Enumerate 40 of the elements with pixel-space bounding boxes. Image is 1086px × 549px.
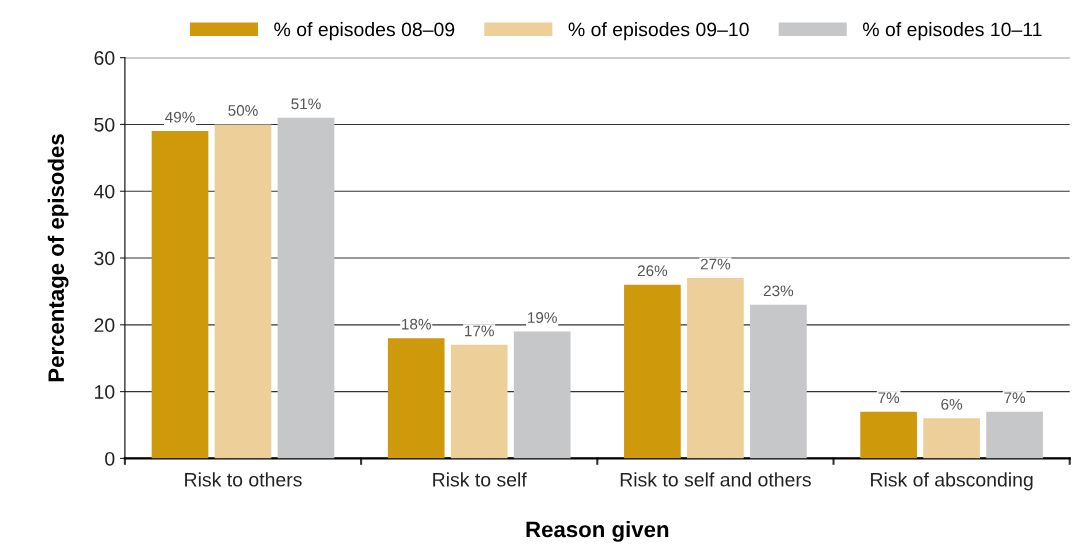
bar [860, 411, 917, 459]
data-label: 7% [1004, 392, 1026, 404]
bar [687, 278, 744, 459]
data-label: 17% [465, 325, 494, 337]
bar [923, 418, 980, 459]
data-label: 23% [763, 285, 794, 297]
data-label: 51% [291, 98, 321, 110]
y-axis-title: Percentage of episodes [47, 134, 69, 382]
bar [513, 331, 571, 459]
x-tick-label: Risk to self and others [620, 472, 811, 487]
x-tick-label: Risk to others [185, 472, 302, 487]
bar [387, 338, 445, 459]
data-label: 26% [637, 265, 668, 277]
data-label: 6% [941, 398, 963, 410]
y-tick-label: 50 [94, 117, 115, 132]
legend-label: % of episodes 09–10 [568, 22, 749, 41]
y-tick-label: 60 [94, 51, 115, 65]
data-label: 27% [700, 258, 731, 270]
legend-label: % of episodes 08–09 [274, 22, 455, 41]
data-label: 7% [878, 392, 900, 404]
data-label: 19% [528, 312, 557, 323]
y-tick-label: 30 [94, 251, 115, 266]
bar [450, 344, 508, 459]
data-label: 50% [228, 105, 258, 116]
data-label: 18% [402, 318, 431, 330]
bar [624, 284, 681, 459]
x-axis-title: Reason given [526, 520, 669, 542]
bar [214, 124, 272, 459]
bar [151, 131, 209, 459]
data-label: 49% [165, 111, 195, 123]
y-tick-label: 40 [93, 184, 115, 199]
y-tick-label: 10 [95, 385, 115, 399]
x-tick-label: Risk of absconding [871, 472, 1033, 491]
y-tick-label: 0 [105, 451, 115, 466]
bar [750, 304, 807, 459]
bar [277, 117, 335, 459]
y-tick-label: 20 [94, 318, 115, 333]
x-tick-label: Risk to self [433, 472, 527, 487]
legend-label: % of episodes 10–11 [862, 22, 1042, 41]
bar [986, 411, 1043, 459]
